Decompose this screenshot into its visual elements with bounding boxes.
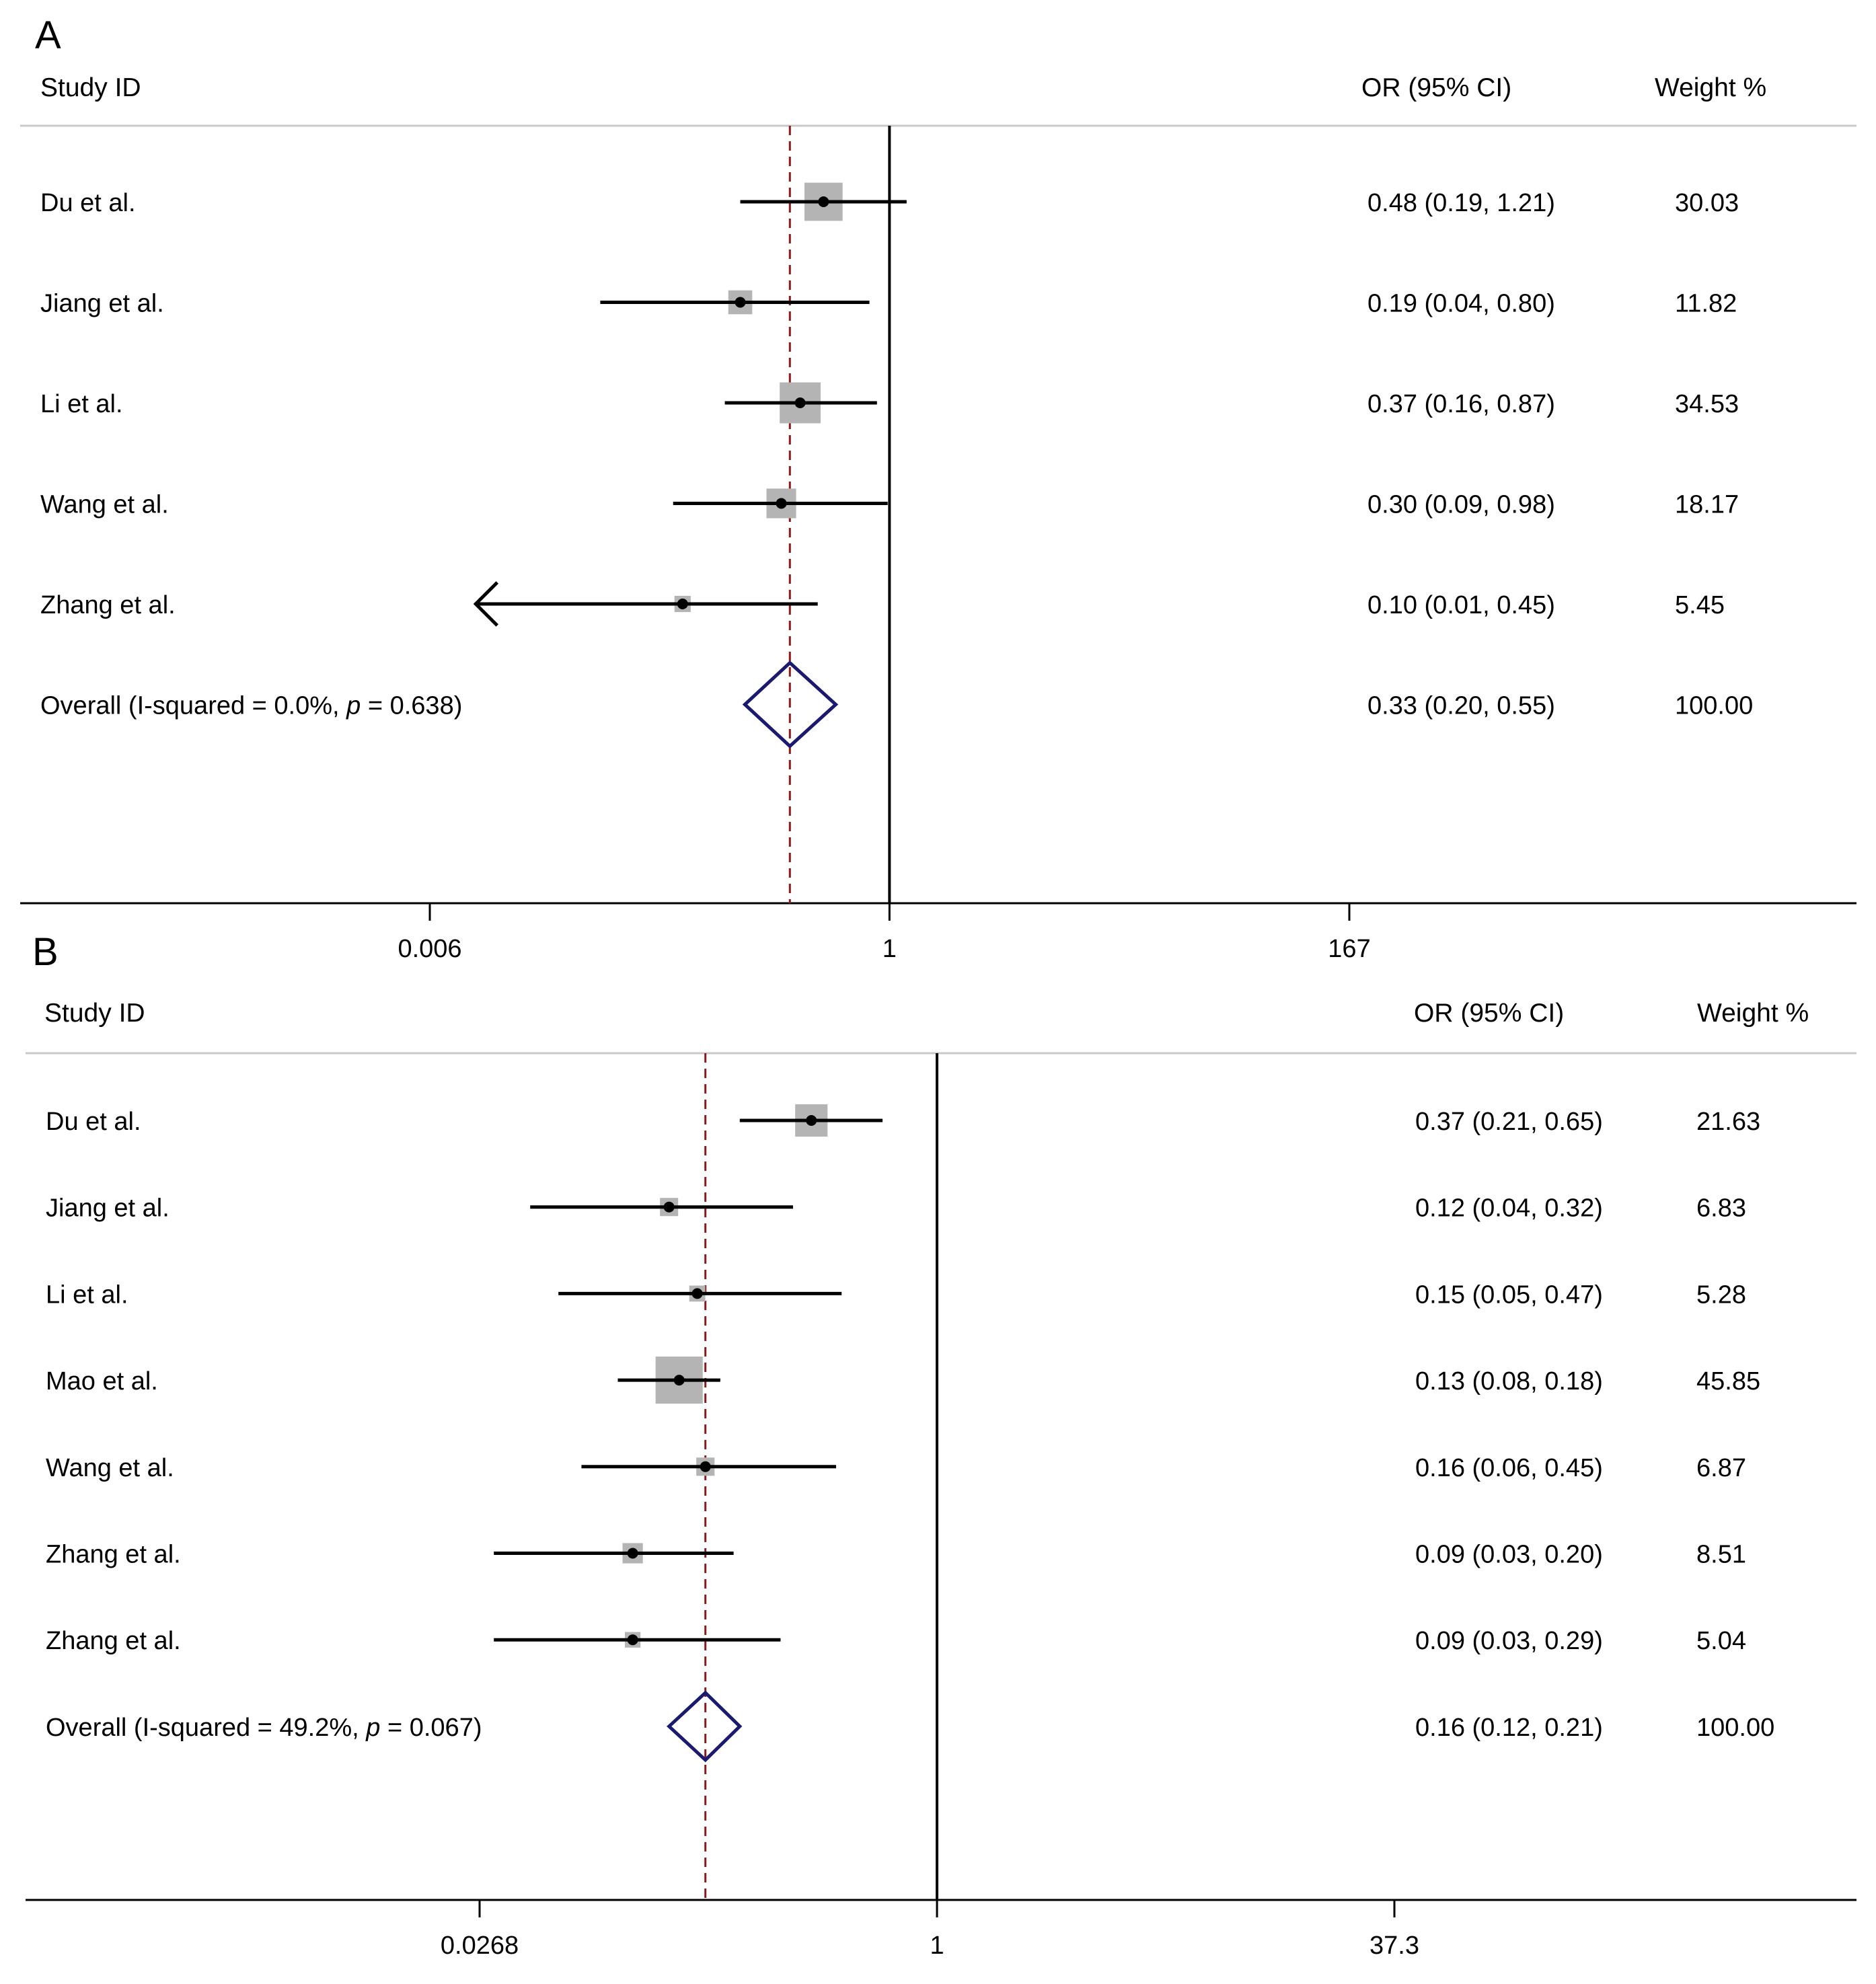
panel-b-or-ci-value: 0.13 (0.08, 0.18) [1415,1367,1603,1396]
panel-a: A Study ID OR (95% CI) Weight % 0.006 1 16… [20,13,1856,963]
panel-a-point-estimate [776,498,787,509]
panel-a-x-tick-label: 0.006 [398,935,461,963]
panel-b-label: B [32,930,59,974]
panel-b-study-label: Wang et al. [46,1454,174,1482]
panel-b-x-tick-label: 37.3 [1370,1932,1419,1960]
panel-b-point-estimate [673,1375,685,1386]
panel-a-study-row-marks [673,488,888,519]
panel-b-study-label: Li et al. [46,1281,128,1309]
panel-a-point-estimate [735,297,746,308]
panel-a-weight-value: 18.17 [1675,491,1739,519]
panel-a-weight-value: 30.03 [1675,189,1739,217]
panel-a-study-label: Wang et al. [40,491,169,519]
panel-b-or-ci-value: 0.12 (0.04, 0.32) [1415,1194,1603,1223]
panel-b-or-ci-value: 0.09 (0.03, 0.29) [1415,1627,1603,1655]
panel-b-or-ci-value: 0.09 (0.03, 0.20) [1415,1541,1603,1569]
panel-b-overall-diamond [666,1690,743,1763]
panel-b-weight-value: 5.04 [1696,1627,1746,1655]
panel-a-x-tick-label: 167 [1328,935,1370,963]
panel-a-study-row-marks [740,182,907,221]
panel-b-x-tick-label: 1 [930,1932,944,1960]
panel-b-header-study: Study ID [44,999,145,1028]
panel-a-point-estimate [794,397,806,408]
panel-a-or-ci-value: 0.48 (0.19, 1.21) [1367,189,1555,217]
panel-b-study-label: Zhang et al. [46,1627,181,1655]
panel-b-weight-value: 45.85 [1696,1367,1760,1396]
panel-b-study-row-marks [617,1357,720,1404]
panel-b-study-label: Jiang et al. [46,1194,170,1223]
panel-b-weight-value: 5.28 [1696,1281,1746,1309]
panel-b-header-or: OR (95% CI) [1414,999,1564,1028]
panel-a-point-estimate [818,196,829,207]
panel-a-overall-label: Overall (I-squared = 0.0%, p = 0.638) [40,692,462,720]
panel-a-header-or: OR (95% CI) [1361,73,1511,102]
panel-a-overall-diamond [742,660,839,749]
panel-b-or-ci-value: 0.15 (0.05, 0.47) [1415,1281,1603,1309]
panel-b-point-estimate [627,1548,638,1559]
panel-b-point-estimate [627,1634,638,1646]
panel-b-point-estimate [691,1288,703,1299]
panel-a-point-estimate [677,599,688,609]
panel-a-header-study: Study ID [40,73,141,102]
panel-a-weight-value: 34.53 [1675,390,1739,418]
panel-a-overall-weight-value: 100.00 [1675,692,1753,720]
panel-a-study-row-marks [473,581,818,627]
panel-b-study-row-marks [530,1198,793,1217]
panel-a-or-ci-value: 0.10 (0.01, 0.45) [1367,591,1555,619]
panel-b-weight-value: 21.63 [1696,1108,1760,1136]
panel-b-weight-value: 6.83 [1696,1194,1746,1223]
panel-b-overall-label: Overall (I-squared = 49.2%, p = 0.067) [46,1714,482,1742]
panel-b-row-text: Du et al. 0.37 (0.21, 0.65) 21.63 Jiang et … [46,1108,1774,1742]
panel-b-header-weight: Weight % [1697,999,1809,1028]
panel-a-overall-or-ci-value: 0.33 (0.20, 0.55) [1367,692,1555,720]
panel-a-study-label: Jiang et al. [40,290,164,318]
panel-b-study-label: Mao et al. [46,1367,158,1396]
panel-b-study-row-marks [581,1457,837,1476]
panel-b-study-row-marks [494,1632,781,1648]
panel-a-weight-value: 5.45 [1675,591,1725,619]
panel-b-point-estimate [700,1461,711,1472]
panel-a-truncation-arrow [473,581,499,627]
panel-a-or-ci-value: 0.19 (0.04, 0.80) [1367,290,1555,318]
panel-b: B Study ID OR (95% CI) Weight % 0.0268 1 3… [26,930,1856,1960]
panel-b-point-estimate [663,1201,675,1213]
panel-b-or-ci-value: 0.37 (0.21, 0.65) [1415,1108,1603,1136]
panel-a-plot-area: 0.006 1 167 [20,126,1856,963]
panel-a-study-label: Du et al. [40,189,136,217]
panel-b-study-label: Du et al. [46,1108,141,1136]
panel-a-x-tick-label: 1 [883,935,897,963]
panel-a-header-weight: Weight % [1655,73,1766,102]
panel-b-study-label: Zhang et al. [46,1541,181,1569]
panel-b-overall-weight-value: 100.00 [1696,1714,1774,1742]
panel-b-x-tick-label: 0.0268 [441,1932,519,1960]
panel-b-weight-value: 8.51 [1696,1541,1746,1569]
panel-a-label: A [35,13,61,57]
panel-b-or-ci-value: 0.16 (0.06, 0.45) [1415,1454,1603,1482]
panel-a-or-ci-value: 0.37 (0.16, 0.87) [1367,390,1555,418]
panel-a-weight-value: 11.82 [1675,290,1737,318]
panel-b-point-estimate [806,1115,817,1126]
panel-a-study-label: Zhang et al. [40,591,176,619]
panel-a-study-label: Li et al. [40,390,123,418]
panel-a-study-row-marks [600,290,870,315]
panel-a-row-text: Du et al. 0.48 (0.19, 1.21) 30.03 Jiang et … [40,189,1753,720]
panel-b-plot-area: 0.0268 1 37.3 [26,1053,1856,1960]
panel-a-or-ci-value: 0.30 (0.09, 0.98) [1367,491,1555,519]
panel-b-study-row-marks [739,1104,883,1137]
panel-b-weight-value: 6.87 [1696,1454,1746,1482]
panel-b-study-row-marks [494,1543,734,1564]
panel-a-study-row-marks [724,382,877,424]
panel-b-overall-or-ci-value: 0.16 (0.12, 0.21) [1415,1714,1603,1742]
panel-b-study-row-marks [558,1285,842,1302]
